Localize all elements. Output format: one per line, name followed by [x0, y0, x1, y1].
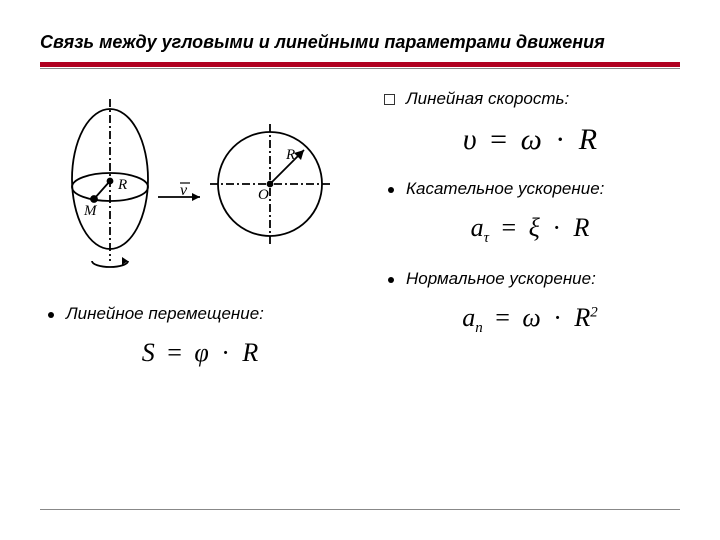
normal-accel-formula: an = ω · R2: [380, 303, 680, 337]
diagram-area: R M v: [40, 89, 360, 279]
title-accent-rule: [40, 62, 680, 67]
tangential-accel-label: Касательное ускорение:: [380, 179, 680, 199]
right-column: Линейная скорость: υ = ω · R Касательное…: [380, 89, 680, 390]
content-columns: R M v: [40, 89, 680, 390]
linear-displacement-label: Линейное перемещение:: [40, 304, 360, 324]
diagram-label-O: O: [258, 187, 269, 203]
formula-sub-tau: τ: [484, 230, 489, 246]
formula-dot: ·: [549, 123, 571, 156]
formula-R: R: [574, 303, 590, 332]
formula-omega: ω: [522, 303, 540, 332]
formula-v: υ: [463, 123, 477, 156]
formula-eq: =: [161, 338, 188, 367]
formula-a: a: [462, 303, 475, 332]
formula-dot: ·: [546, 213, 567, 242]
normal-accel-label: Нормальное ускорение:: [380, 269, 680, 289]
formula-xi: ξ: [529, 213, 540, 242]
tangential-accel-formula: aτ = ξ · R: [380, 213, 680, 247]
diagram-label-M: M: [83, 203, 98, 219]
formula-lhs: S: [142, 338, 155, 367]
formula-eq: =: [489, 303, 516, 332]
linear-velocity-formula: υ = ω · R: [380, 123, 680, 157]
slide-title: Связь между угловыми и линейными парамет…: [40, 30, 680, 54]
formula-sup-2: 2: [590, 305, 598, 321]
diagram-label-v: v: [180, 182, 188, 199]
formula-R: R: [573, 213, 589, 242]
linear-velocity-label: Линейная скорость:: [380, 89, 680, 109]
formula-sub-n: n: [475, 321, 483, 337]
left-column: R M v: [40, 89, 360, 390]
linear-displacement-formula: S = φ · R: [40, 338, 360, 368]
formula-phi: φ: [194, 338, 208, 367]
diagram-label-R1: R: [117, 177, 127, 193]
formula-omega: ω: [521, 123, 542, 156]
rotation-diagram: R M v: [40, 89, 360, 279]
formula-a: a: [471, 213, 484, 242]
formula-dot: ·: [215, 338, 236, 367]
formula-R: R: [242, 338, 258, 367]
formula-dot: ·: [547, 303, 568, 332]
diagram-label-R2: R: [285, 147, 295, 163]
formula-eq: =: [484, 123, 513, 156]
title-thin-rule: [40, 68, 680, 69]
formula-eq: =: [496, 213, 523, 242]
formula-R: R: [579, 123, 597, 156]
footer-rule: [40, 509, 680, 510]
